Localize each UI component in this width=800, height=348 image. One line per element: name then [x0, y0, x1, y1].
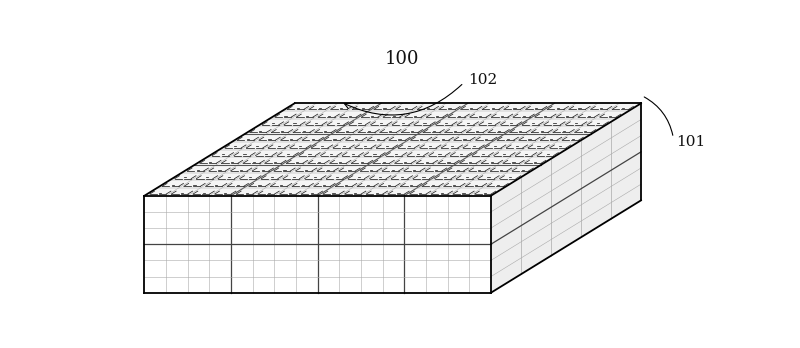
Text: 100: 100 — [385, 50, 419, 68]
Text: 102: 102 — [468, 73, 497, 87]
Polygon shape — [144, 196, 491, 293]
Polygon shape — [144, 103, 641, 196]
Text: 101: 101 — [676, 135, 705, 149]
Polygon shape — [491, 103, 641, 293]
